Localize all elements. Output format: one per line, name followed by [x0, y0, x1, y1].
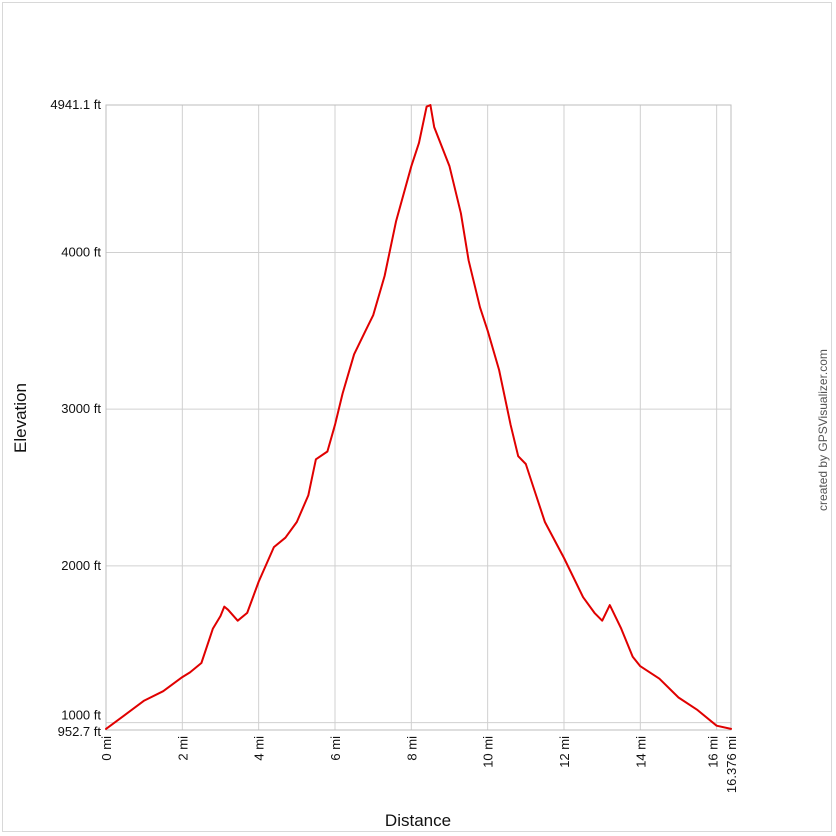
x-tick-label: 6 mi — [328, 736, 343, 761]
x-tick-label: 16 mi — [706, 736, 721, 768]
y-tick-label: 4941.1 ft — [50, 97, 101, 112]
x-tick-labels: 0 mi 2 mi 4 mi 6 mi 8 mi 10 mi 12 mi 14 mi 16 mi… — [99, 736, 739, 793]
x-tick-label: 0 mi — [99, 736, 114, 761]
y-tick-label: 3000 ft — [61, 401, 101, 416]
plot-border — [105, 104, 732, 731]
x-tick-label: 8 mi — [404, 736, 419, 761]
x-tick-label: 16.376 mi — [724, 736, 739, 793]
y-tick-label: 2000 ft — [61, 558, 101, 573]
x-tick-label: 4 mi — [252, 736, 267, 761]
elevation-line — [105, 104, 732, 730]
y-tick-label: 952.7 ft — [58, 724, 102, 739]
x-tick-label: 10 mi — [481, 736, 496, 768]
y-tick-label: 4000 ft — [61, 244, 101, 259]
grid — [105, 104, 732, 731]
y-tick-label: 1000 ft — [61, 708, 101, 723]
x-tick-label: 14 mi — [633, 736, 648, 768]
x-tick-label: 2 mi — [175, 736, 190, 761]
x-axis-title: Distance — [385, 811, 451, 830]
credit-text: created by GPSVisualizer.com — [816, 349, 830, 511]
x-tick-label: 12 mi — [557, 736, 572, 768]
y-axis-title: Elevation — [11, 383, 30, 453]
